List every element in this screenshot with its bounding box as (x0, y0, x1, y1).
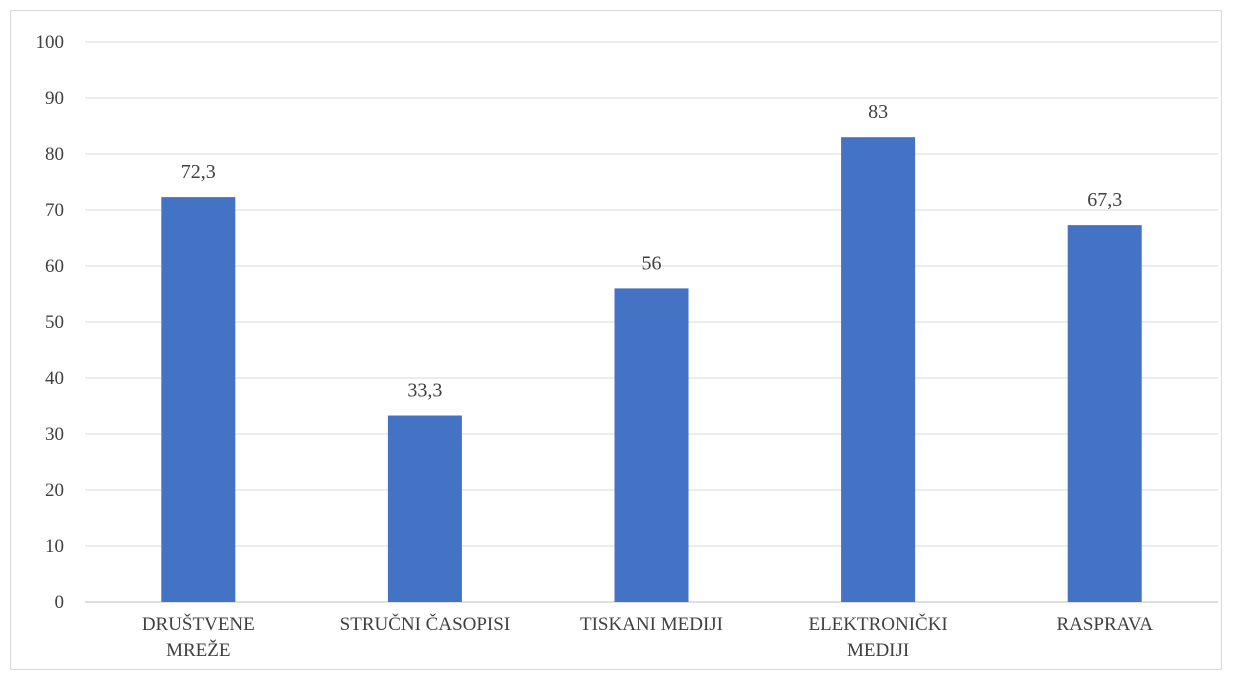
x-category-label: TISKANI MEDIJI (580, 614, 723, 635)
bar (387, 415, 462, 602)
bar (614, 288, 689, 602)
x-category-label-line: DRUŠTVENE (142, 613, 255, 635)
y-tick-label: 0 (55, 592, 65, 613)
y-tick-label: 40 (45, 368, 64, 389)
x-category-label: RASPRAVA (1056, 614, 1153, 635)
y-tick-label: 10 (45, 536, 64, 557)
bar (1067, 225, 1142, 602)
y-tick-label: 90 (45, 88, 64, 109)
y-tick-label: 70 (45, 200, 64, 221)
data-label: 67,3 (1087, 189, 1122, 211)
bar (841, 137, 916, 602)
x-category-label-line: MREŽE (166, 639, 230, 661)
y-tick-label: 50 (45, 312, 64, 333)
x-category-label: DRUŠTVENE MREŽE (142, 613, 255, 661)
data-label: 83 (868, 101, 888, 123)
x-category-label-line: RASPRAVA (1056, 614, 1153, 635)
y-tick-label: 30 (45, 424, 64, 445)
data-label: 72,3 (181, 161, 216, 183)
y-tick-label: 80 (45, 144, 64, 165)
bar (161, 197, 236, 602)
x-category-label-line: TISKANI MEDIJI (580, 614, 723, 635)
y-tick-label: 20 (45, 480, 64, 501)
x-category-label-line: MEDIJI (847, 640, 909, 661)
x-category-label: ELEKTRONIČKI MEDIJI (808, 613, 947, 661)
y-tick-label: 100 (36, 32, 65, 53)
x-category-label: STRUČNI ČASOPISI (340, 613, 511, 635)
x-category-label-line: ELEKTRONIČKI (808, 613, 947, 635)
y-tick-label: 60 (45, 256, 64, 277)
data-label: 56 (642, 252, 662, 274)
data-label: 33,3 (407, 380, 442, 402)
x-category-label-line: STRUČNI ČASOPISI (340, 613, 511, 635)
